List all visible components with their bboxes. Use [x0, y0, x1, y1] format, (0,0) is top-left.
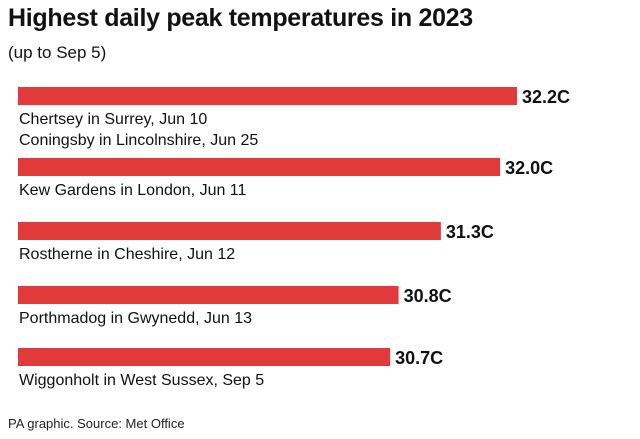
bar-category-label: Porthmadog in Gwynedd, Jun 13 — [19, 310, 252, 327]
bar-2 — [18, 158, 501, 176]
bar-1 — [18, 87, 517, 105]
bar-category-label: Wiggonholt in West Sussex, Sep 5 — [19, 372, 264, 389]
chart-title: Highest daily peak temperatures in 2023 — [8, 4, 473, 32]
bar-value-label: 32.0C — [505, 158, 553, 178]
bar-category-label: Coningsby in Lincolnshire, Jun 25 — [19, 132, 258, 149]
bar-4 — [18, 286, 399, 304]
bar-5 — [18, 348, 391, 366]
bar-value-label: 32.2C — [522, 87, 570, 107]
bar-category-label: Rostherne in Cheshire, Jun 12 — [19, 246, 235, 263]
bar-value-label: 30.7C — [395, 348, 443, 368]
bar-category-label: Kew Gardens in London, Jun 11 — [19, 182, 247, 199]
bar-value-label: 31.3C — [446, 222, 494, 242]
bar-category-label: Chertsey in Surrey, Jun 10 — [19, 111, 207, 128]
bar-value-label: 30.8C — [404, 286, 452, 306]
chart-subtitle: (up to Sep 5) — [8, 43, 107, 62]
source-note: PA graphic. Source: Met Office — [8, 416, 185, 431]
bar-3 — [18, 222, 441, 240]
